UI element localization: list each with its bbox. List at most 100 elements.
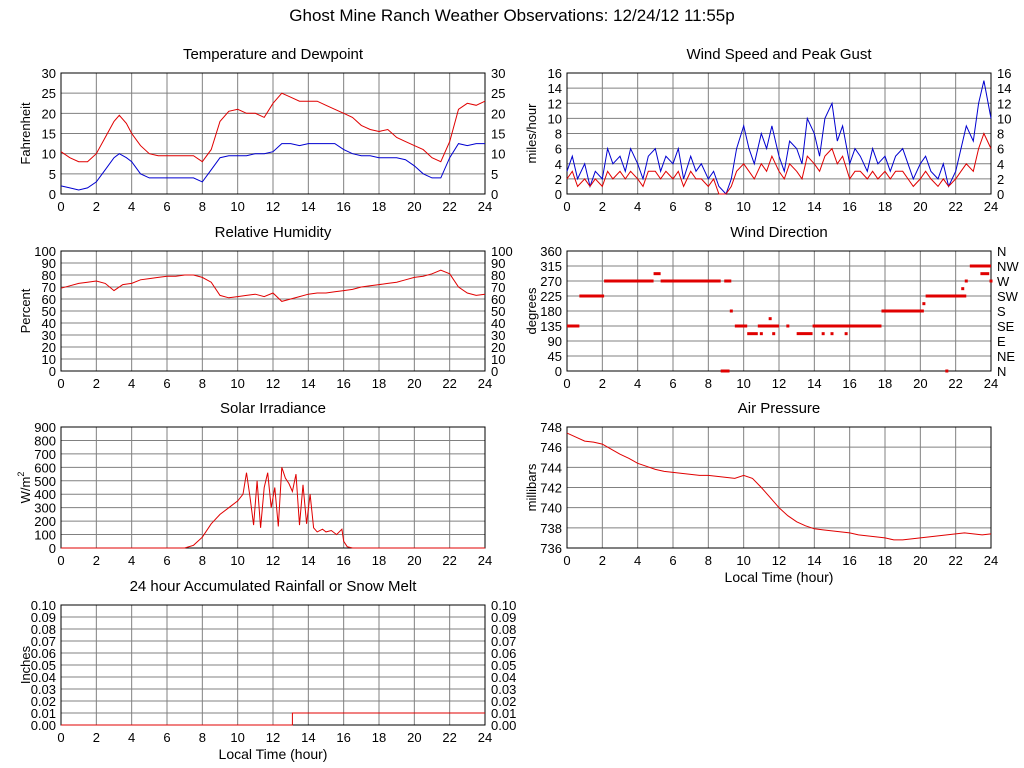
x-tick-label: 24 [478, 553, 492, 568]
y-axis-label-superscript: 2 [16, 472, 26, 477]
chart-title: Wind Speed and Peak Gust [686, 46, 872, 63]
x-tick-label: 8 [199, 553, 206, 568]
direction-point [989, 279, 993, 283]
y-tick-label-right: 0 [491, 187, 498, 202]
y-tick-label: 0.01 [31, 706, 56, 721]
x-tick-label: 20 [913, 199, 927, 214]
y-tick-label: 0.10 [31, 598, 56, 613]
y-tick-label: 315 [540, 259, 562, 274]
x-tick-label: 0 [563, 199, 570, 214]
x-tick-label: 12 [772, 376, 786, 391]
y-tick-label: 90 [548, 334, 562, 349]
y-tick-label: 100 [34, 244, 56, 259]
x-tick-label: 2 [599, 553, 606, 568]
y-tick-label-right: 40 [491, 316, 505, 331]
y-tick-label-right: 30 [491, 66, 505, 81]
y-tick-label-right: 70 [491, 280, 505, 295]
x-tick-label: 18 [372, 199, 386, 214]
chart-title: Temperature and Dewpoint [183, 46, 364, 63]
x-tick-label: 14 [301, 376, 315, 391]
direction-tick-label: NE [997, 349, 1015, 364]
x-tick-label: 24 [984, 199, 998, 214]
y-tick-label: 10 [548, 111, 562, 126]
y-tick-label: 180 [540, 304, 562, 319]
x-tick-label: 2 [93, 376, 100, 391]
y-tick-label-right: 0.04 [491, 670, 516, 685]
y-tick-label-right: 30 [491, 328, 505, 343]
x-tick-label: 22 [442, 376, 456, 391]
plot-frame [566, 72, 992, 195]
x-tick-label: 18 [372, 730, 386, 745]
y-tick-label: 4 [555, 157, 562, 172]
x-tick-label: 8 [199, 730, 206, 745]
x-tick-label: 20 [407, 376, 421, 391]
y-tick-label: 0 [49, 541, 56, 556]
y-tick-label: 0.09 [31, 610, 56, 625]
y-tick-label: 25 [42, 86, 56, 101]
y-tick-label-right: 20 [491, 340, 505, 355]
plot-frame [60, 250, 486, 372]
x-tick-label: 4 [128, 199, 135, 214]
chart-title: Wind Direction [730, 224, 828, 241]
y-tick-label: 748 [540, 420, 562, 435]
y-tick-label-right: 10 [997, 111, 1011, 126]
x-tick-label: 6 [163, 199, 170, 214]
x-tick-label: 0 [563, 376, 570, 391]
y-tick-label-right: 2 [997, 172, 1004, 187]
direction-point [768, 317, 772, 321]
x-tick-label: 10 [230, 730, 244, 745]
y-tick-label: 0 [49, 187, 56, 202]
y-tick-label: 400 [34, 487, 56, 502]
x-tick-label: 16 [336, 553, 350, 568]
series-line-red [60, 92, 486, 163]
x-tick-label: 8 [199, 376, 206, 391]
x-tick-label: 16 [336, 376, 350, 391]
x-tick-label: 14 [301, 730, 315, 745]
y-tick-label-right: 14 [997, 81, 1011, 96]
y-axis-label: Inches [18, 645, 33, 684]
y-tick-label: 30 [42, 66, 56, 81]
y-tick-label-right: 16 [997, 66, 1011, 81]
series-line-red [61, 467, 485, 549]
y-tick-label: 200 [34, 514, 56, 529]
x-tick-label: 20 [913, 376, 927, 391]
y-tick-label: 225 [540, 289, 562, 304]
y-tick-label: 744 [540, 460, 562, 475]
x-tick-label: 2 [93, 730, 100, 745]
y-tick-label: 360 [540, 244, 562, 259]
y-axis-label: Percent [18, 288, 33, 333]
y-tick-label: 736 [540, 541, 562, 556]
chart-title: Relative Humidity [215, 224, 332, 241]
y-tick-label: 2 [555, 172, 562, 187]
y-tick-label: 0 [555, 364, 562, 379]
x-tick-label: 10 [230, 376, 244, 391]
x-tick-label: 10 [736, 199, 750, 214]
y-tick-label: 0.08 [31, 622, 56, 637]
y-tick-label: 742 [540, 481, 562, 496]
x-tick-label: 14 [301, 553, 315, 568]
y-tick-label: 50 [42, 304, 56, 319]
x-tick-label: 10 [230, 199, 244, 214]
series-line-red [61, 712, 485, 726]
y-tick-label: 600 [34, 460, 56, 475]
y-tick-label: 8 [555, 127, 562, 142]
y-tick-label-right: 5 [491, 167, 498, 182]
plot-frame [60, 426, 486, 549]
chart-title: 24 hour Accumulated Rainfall or Snow Mel… [130, 578, 418, 595]
x-tick-label: 24 [478, 199, 492, 214]
y-tick-label: 40 [42, 316, 56, 331]
y-tick-label: 135 [540, 319, 562, 334]
y-tick-label: 738 [540, 521, 562, 536]
y-axis-label: W/m2 [16, 472, 33, 504]
x-tick-label: 8 [705, 376, 712, 391]
x-tick-label: 6 [669, 376, 676, 391]
x-tick-label: 2 [93, 199, 100, 214]
x-tick-label: 16 [336, 199, 350, 214]
plot-frame [60, 72, 486, 195]
x-tick-label: 18 [878, 376, 892, 391]
y-tick-label-right: 0.05 [491, 658, 516, 673]
x-tick-label: 14 [807, 199, 821, 214]
